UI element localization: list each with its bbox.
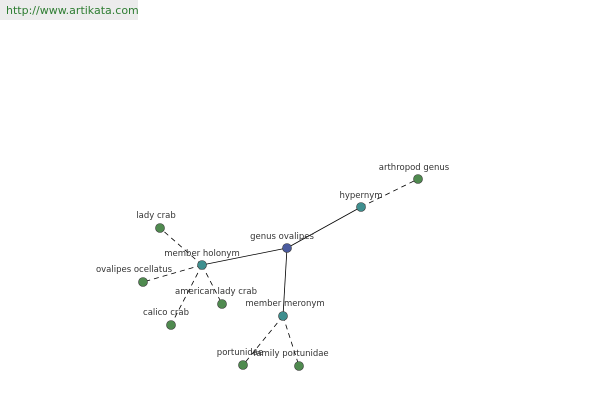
- node[interactable]: [282, 243, 292, 253]
- node-label[interactable]: lady crab: [136, 211, 175, 221]
- node-label[interactable]: calico crab: [143, 308, 189, 318]
- dashed-edge: [360, 178, 419, 208]
- site-url[interactable]: http://www.artikata.com: [0, 0, 139, 20]
- edge: [282, 247, 288, 317]
- dashed-edge: [201, 264, 223, 305]
- dashed-edge: [242, 315, 284, 366]
- node-label[interactable]: genus ovalipes: [250, 232, 314, 242]
- dashed-edge: [142, 264, 203, 283]
- node[interactable]: [197, 260, 207, 270]
- dashed-edge: [170, 264, 203, 326]
- node-label[interactable]: member meronym: [245, 299, 324, 309]
- node-label[interactable]: family portunidae: [253, 349, 328, 359]
- node-label[interactable]: ovalipes ocellatus: [96, 265, 173, 275]
- edge: [201, 247, 288, 266]
- node-label[interactable]: american lady crab: [175, 287, 257, 297]
- node[interactable]: [166, 320, 176, 330]
- node-label[interactable]: arthropod genus: [379, 163, 450, 173]
- node[interactable]: [238, 360, 248, 370]
- edge: [286, 206, 362, 249]
- node[interactable]: [294, 361, 304, 371]
- node-label[interactable]: member holonym: [164, 249, 239, 259]
- node-label[interactable]: portunidae: [217, 348, 263, 358]
- dashed-edge: [159, 227, 203, 266]
- node[interactable]: [138, 277, 148, 287]
- node[interactable]: [155, 223, 165, 233]
- node[interactable]: [356, 202, 366, 212]
- node-label[interactable]: hypernym: [339, 191, 382, 201]
- node[interactable]: [217, 299, 227, 309]
- node[interactable]: [413, 174, 423, 184]
- node[interactable]: [278, 311, 288, 321]
